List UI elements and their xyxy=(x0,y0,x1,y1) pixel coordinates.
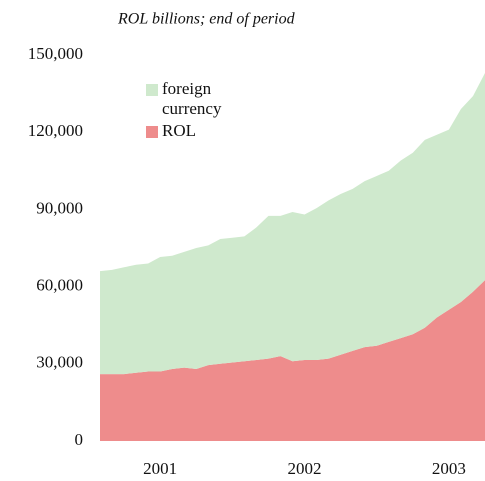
y-tick-label: 30,000 xyxy=(36,353,83,372)
area xyxy=(100,73,485,375)
x-tick-label: 2002 xyxy=(288,459,322,478)
legend-swatch xyxy=(146,84,158,96)
legend-swatch xyxy=(146,126,158,138)
y-tick-label: 90,000 xyxy=(36,198,83,217)
area xyxy=(100,280,485,441)
y-tick-label: 150,000 xyxy=(28,44,83,63)
x-tick-label: 2003 xyxy=(432,459,466,478)
x-tick-label: 2001 xyxy=(143,459,177,478)
legend-label: ROL xyxy=(162,121,196,140)
y-tick-label: 0 xyxy=(75,430,84,449)
y-tick-label: 120,000 xyxy=(28,121,83,140)
legend-label: foreign currency xyxy=(162,79,222,118)
y-tick-label: 60,000 xyxy=(36,276,83,295)
chart-subtitle: ROL billions; end of period xyxy=(117,11,296,28)
